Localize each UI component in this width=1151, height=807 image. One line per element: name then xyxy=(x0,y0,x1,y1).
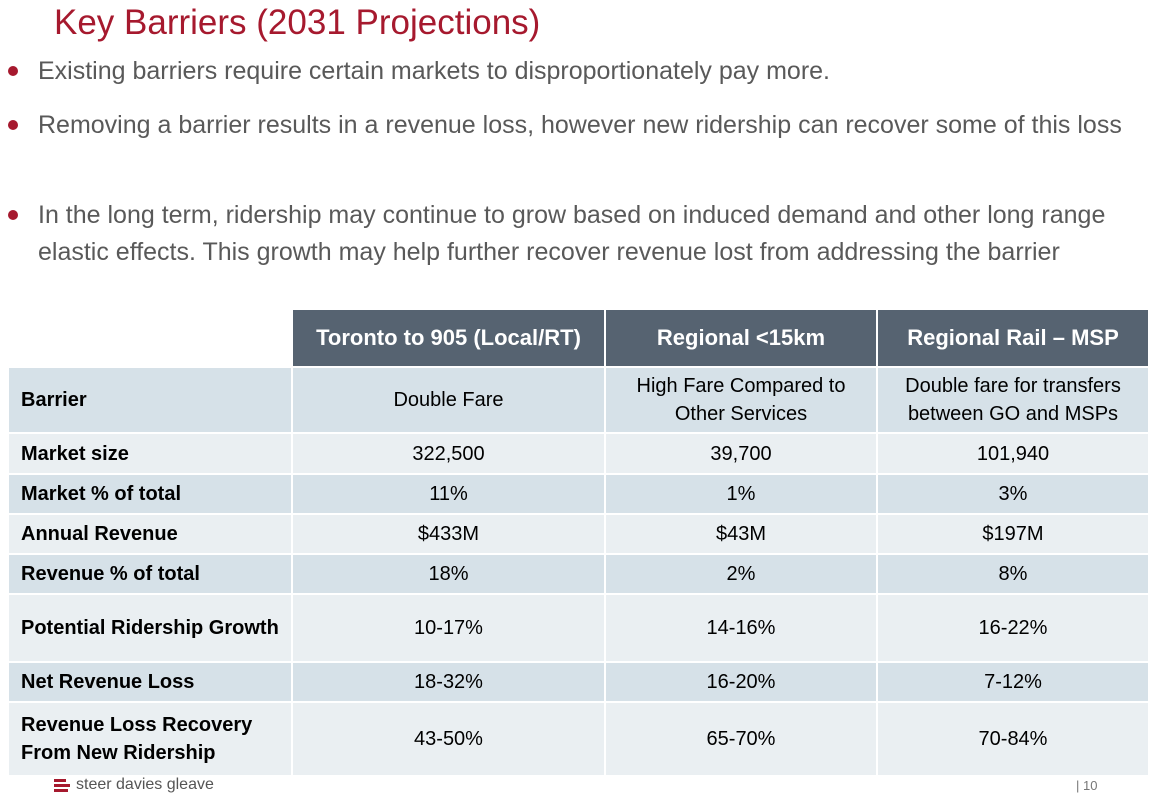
row-label: Barrier xyxy=(7,366,293,434)
bullet-1: Existing barriers require certain market… xyxy=(38,57,831,85)
table-cell: 39,700 xyxy=(604,432,878,475)
page-number: | 10 xyxy=(1076,778,1098,793)
table-row: Market size 322,500 39,700 101,940 xyxy=(7,432,1150,475)
table-cell: Double fare for transfers between GO and… xyxy=(876,366,1150,434)
column-header: Regional <15km xyxy=(604,308,878,368)
table-cell: High Fare Compared to Other Services xyxy=(604,366,878,434)
table-corner-cell xyxy=(8,309,292,367)
table-cell: 70-84% xyxy=(876,701,1150,777)
table-cell: 16-20% xyxy=(604,661,878,703)
table-cell: 65-70% xyxy=(604,701,878,777)
table-cell: 101,940 xyxy=(876,432,1150,475)
table-row: Revenue Loss Recovery From New Ridership… xyxy=(7,701,1150,777)
logo-stripes-icon xyxy=(54,778,70,792)
table-cell: $43M xyxy=(604,513,878,555)
table-cell: 3% xyxy=(876,473,1150,515)
table-cell: 2% xyxy=(604,553,878,595)
row-label: Market % of total xyxy=(7,473,293,515)
table-cell: 18% xyxy=(291,553,606,595)
table-cell: 11% xyxy=(291,473,606,515)
table-row: Annual Revenue $433M $43M $197M xyxy=(7,513,1150,555)
bullet-dot xyxy=(8,66,18,76)
row-label: Revenue % of total xyxy=(7,553,293,595)
bullet-dot xyxy=(8,120,18,130)
table-cell: Double Fare xyxy=(291,366,606,434)
table-cell: 18-32% xyxy=(291,661,606,703)
table-header-row: Toronto to 905 (Local/RT) Regional <15km… xyxy=(8,308,1150,368)
row-label: Net Revenue Loss xyxy=(7,661,293,703)
slide-title: Key Barriers (2031 Projections) xyxy=(54,3,541,42)
table-cell: $433M xyxy=(291,513,606,555)
column-header: Regional Rail – MSP xyxy=(876,308,1150,368)
table-cell: 1% xyxy=(604,473,878,515)
table-cell: 43-50% xyxy=(291,701,606,777)
table-cell: 8% xyxy=(876,553,1150,595)
barriers-table: Toronto to 905 (Local/RT) Regional <15km… xyxy=(7,308,1150,777)
row-label: Market size xyxy=(7,432,293,475)
row-label: Revenue Loss Recovery From New Ridership xyxy=(7,701,293,777)
table-row: Potential Ridership Growth 10-17% 14-16%… xyxy=(7,593,1150,663)
row-label: Potential Ridership Growth xyxy=(7,593,293,663)
company-logo: steer davies gleave xyxy=(54,776,214,794)
table-cell: 10-17% xyxy=(291,593,606,663)
table-row: Market % of total 11% 1% 3% xyxy=(7,473,1150,515)
table-cell: $197M xyxy=(876,513,1150,555)
table-row: Net Revenue Loss 18-32% 16-20% 7-12% xyxy=(7,661,1150,703)
row-label: Annual Revenue xyxy=(7,513,293,555)
table-cell: 16-22% xyxy=(876,593,1150,663)
column-header: Toronto to 905 (Local/RT) xyxy=(291,308,606,368)
bullet-2: Removing a barrier results in a revenue … xyxy=(38,111,1122,139)
bullet-3: In the long term, ridership may continue… xyxy=(38,201,1106,266)
table-cell: 14-16% xyxy=(604,593,878,663)
logo-text: steer davies gleave xyxy=(76,776,214,793)
table-row: Revenue % of total 18% 2% 8% xyxy=(7,553,1150,595)
table-row: Barrier Double Fare High Fare Compared t… xyxy=(7,366,1150,434)
bullet-dot xyxy=(8,210,18,220)
table-cell: 7-12% xyxy=(876,661,1150,703)
table-cell: 322,500 xyxy=(291,432,606,475)
